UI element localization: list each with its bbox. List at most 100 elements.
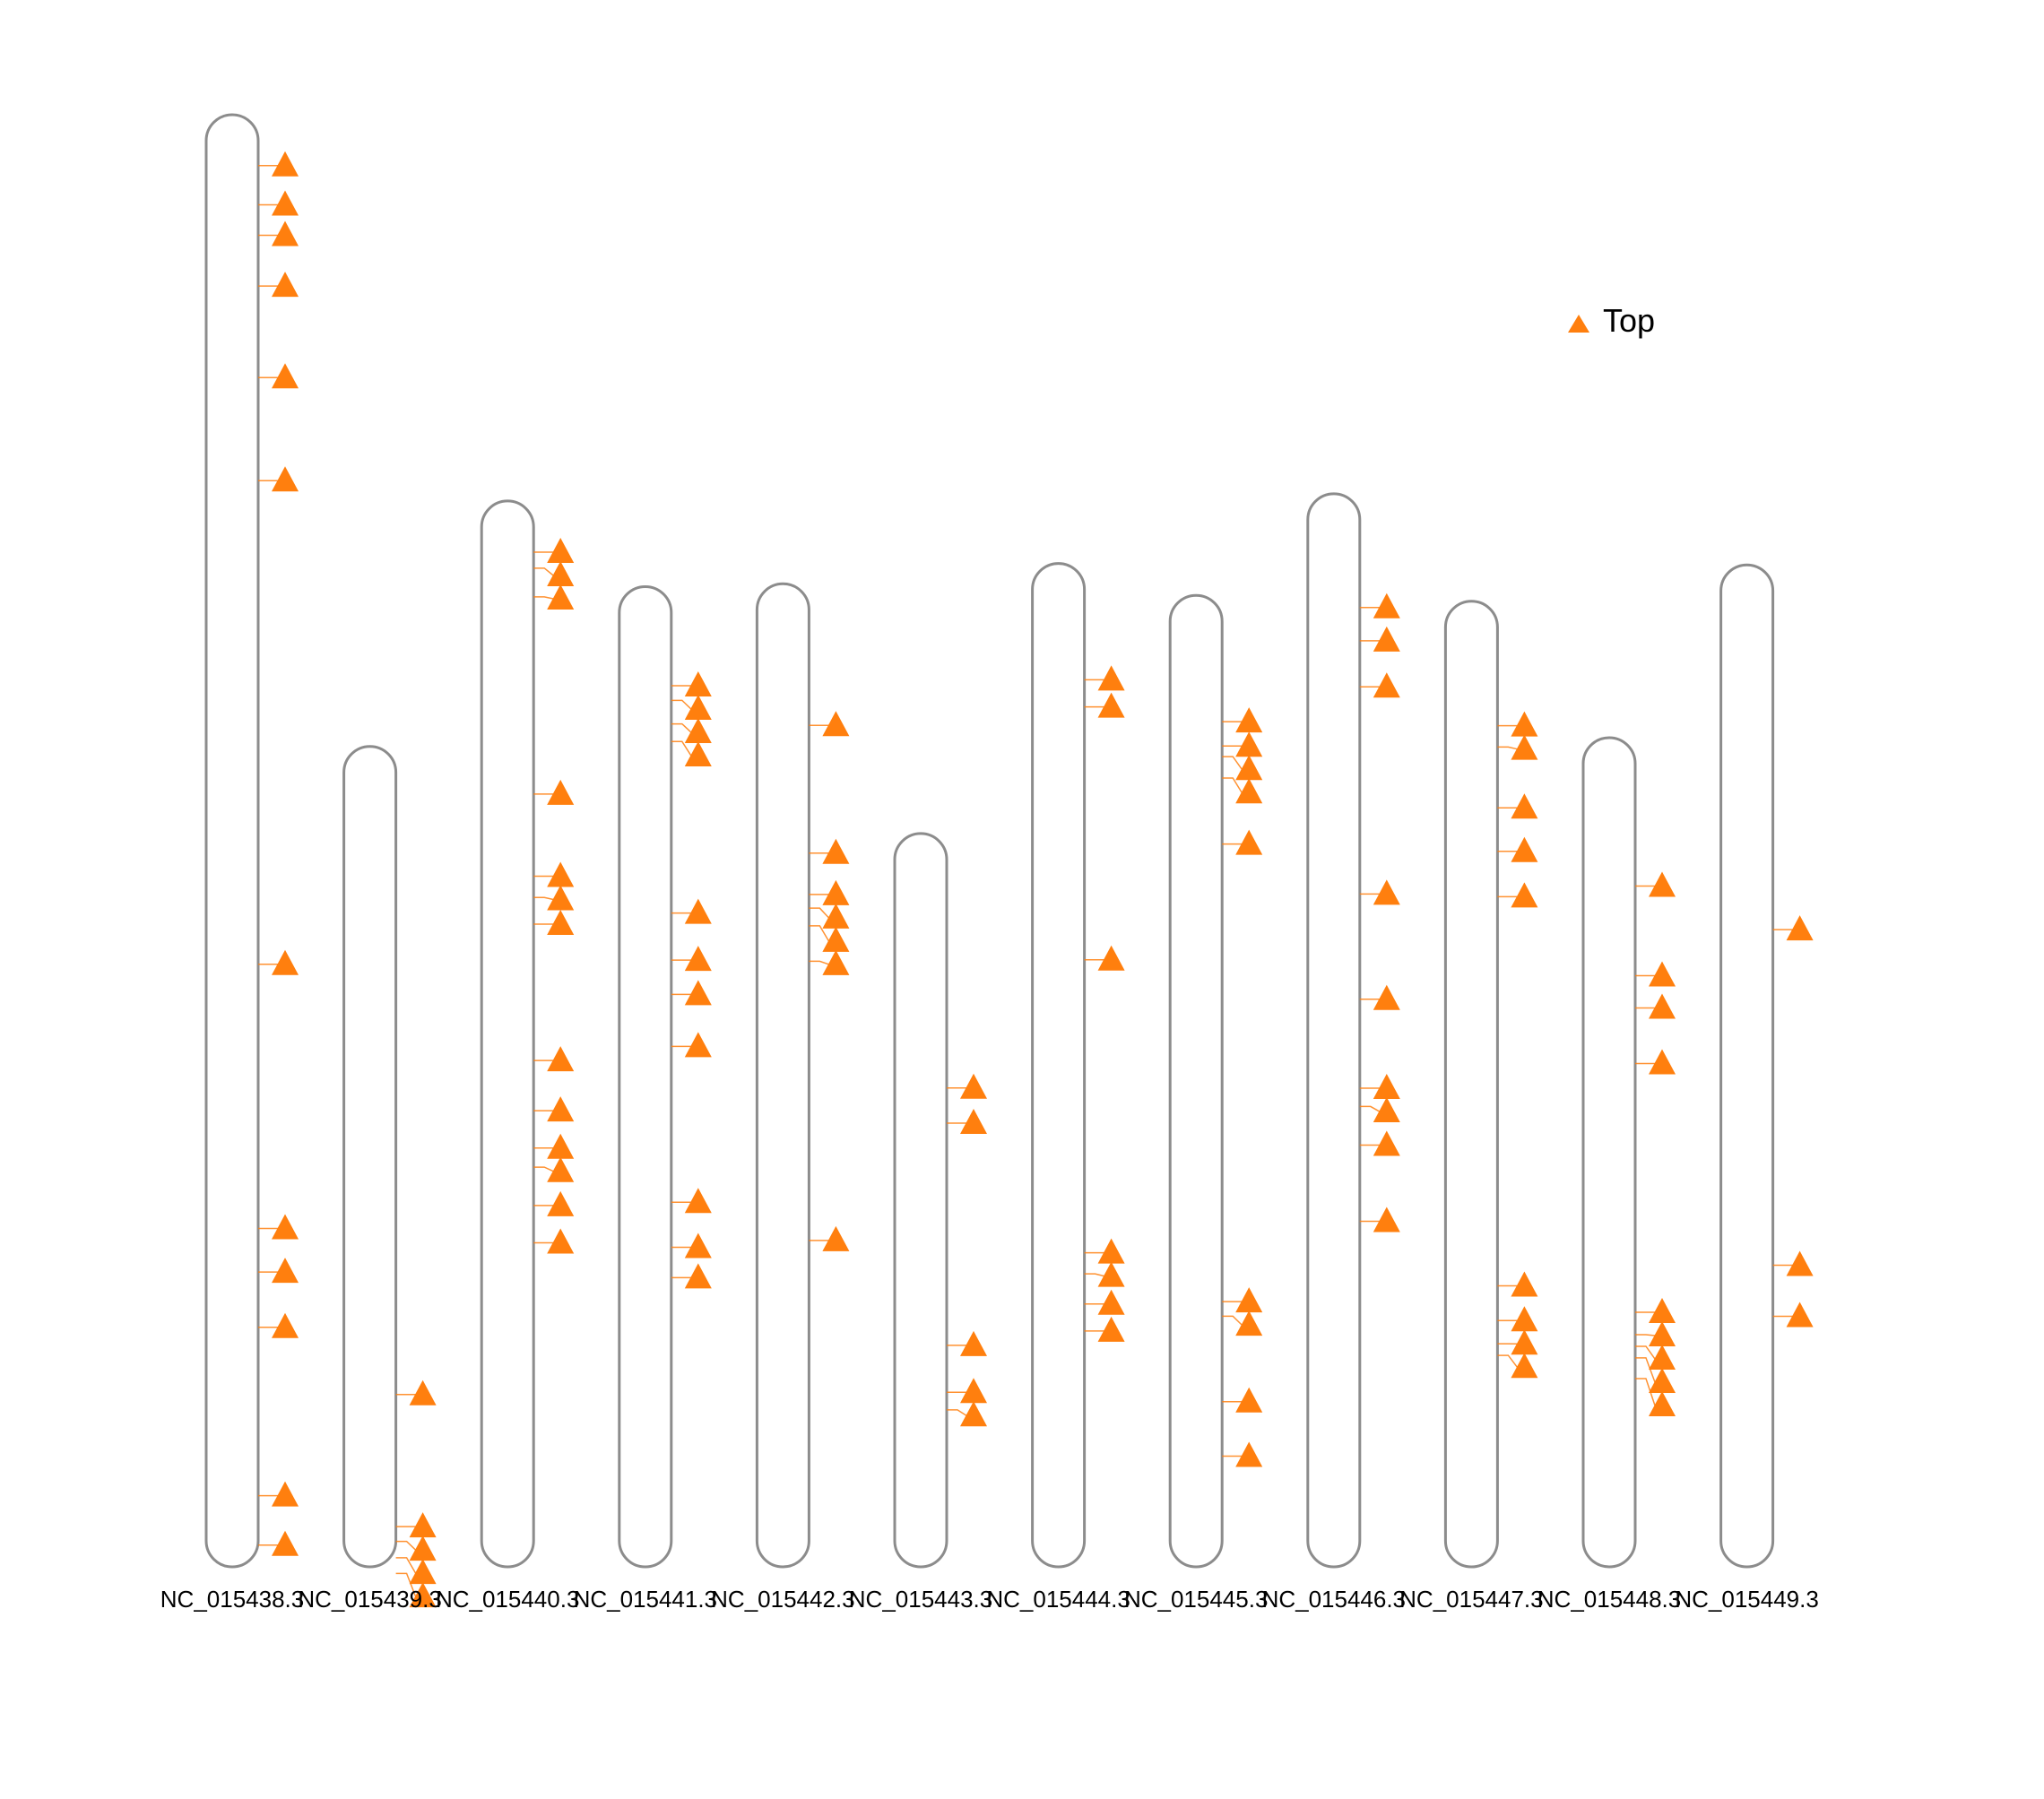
marker-triangle (1373, 984, 1400, 1010)
chromosome-NC_015438.3: NC_015438.3 (160, 113, 304, 1613)
chromosome-body (480, 499, 535, 1569)
marker-triangle (960, 1073, 987, 1099)
marker-triangle (684, 1188, 712, 1214)
marker-triangle (272, 1258, 299, 1284)
marker-link (1635, 1378, 1656, 1406)
chromosome-NC_015442.3: NC_015442.3 (711, 582, 855, 1613)
marker-link (1497, 746, 1518, 750)
marker-link (1635, 1334, 1656, 1336)
marker-link (809, 960, 829, 965)
marker-triangle (684, 946, 712, 972)
legend-triangle-icon (1568, 315, 1589, 333)
marker-triangle (547, 909, 575, 935)
marker-triangle (272, 1530, 299, 1556)
marker-triangle (960, 1330, 987, 1356)
marker-triangle (1511, 734, 1538, 760)
chromosome-body (1306, 492, 1362, 1569)
marker-link (1084, 1273, 1104, 1277)
marker-triangle (547, 779, 575, 805)
marker-triangle (684, 740, 712, 766)
marker-triangle (822, 1225, 850, 1251)
marker-triangle (1235, 1287, 1263, 1313)
marker-triangle (1649, 1391, 1676, 1417)
marker-triangle (822, 711, 850, 737)
marker-triangle (1235, 829, 1263, 855)
marker-triangle (409, 1582, 437, 1608)
chromosome-NC_015441.3: NC_015441.3 (574, 585, 717, 1613)
marker-triangle (684, 670, 712, 696)
marker-triangle (272, 221, 299, 246)
marker-link (395, 1540, 417, 1551)
marker-triangle (1097, 665, 1125, 691)
marker-triangle (1511, 1306, 1538, 1332)
marker-triangle (1235, 1310, 1263, 1336)
marker-triangle (1511, 836, 1538, 862)
marker-triangle (547, 1190, 575, 1216)
marker-triangle (1649, 993, 1676, 1019)
marker-triangle (272, 949, 299, 975)
marker-triangle (1373, 1130, 1400, 1156)
marker-triangle (272, 1214, 299, 1240)
marker-triangle (1097, 1261, 1125, 1287)
marker-triangle (1235, 1441, 1263, 1467)
chromosome-NC_015446.3: NC_015446.3 (1262, 492, 1406, 1613)
marker-triangle (547, 885, 575, 911)
chromosome-body (1443, 600, 1499, 1569)
marker-triangle (1511, 1271, 1538, 1297)
marker-triangle (1649, 871, 1676, 897)
chromosome-NC_015443.3: NC_015443.3 (849, 832, 992, 1613)
marker-triangle (684, 694, 712, 720)
chromosome-NC_015445.3: NC_015445.3 (1124, 593, 1268, 1613)
marker-triangle (822, 903, 850, 929)
marker-link (947, 1409, 967, 1416)
marker-triangle (272, 190, 299, 216)
marker-link (533, 1166, 554, 1172)
marker-triangle (1511, 793, 1538, 819)
marker-triangle (960, 1401, 987, 1427)
chromosome-NC_015449.3: NC_015449.3 (1675, 563, 1819, 1613)
marker-link (1635, 1345, 1656, 1360)
marker-link (395, 1557, 417, 1574)
chromosome-label: NC_015442.3 (711, 1586, 854, 1613)
marker-triangle (684, 717, 712, 743)
marker-link (395, 1572, 417, 1597)
chromosome-body (1581, 736, 1637, 1569)
marker-triangle (547, 560, 575, 586)
marker-link (1222, 1315, 1243, 1326)
marker-triangle (547, 1046, 575, 1072)
chromosome-label: NC_015446.3 (1262, 1586, 1406, 1613)
chromosome-body (755, 582, 810, 1569)
marker-link (809, 907, 829, 919)
marker-link (809, 925, 830, 942)
chromosome-label: NC_015441.3 (574, 1586, 717, 1613)
chromosome-NC_015439.3: NC_015439.3 (298, 745, 442, 1613)
marker-link (671, 740, 692, 757)
marker-triangle (1373, 1097, 1400, 1123)
chromosome-label: NC_015439.3 (298, 1586, 441, 1613)
chromosome-body (204, 113, 260, 1569)
marker-triangle (684, 1032, 712, 1058)
marker-link (533, 896, 554, 901)
marker-triangle (684, 898, 712, 924)
marker-triangle (1786, 1302, 1814, 1328)
marker-link (671, 699, 692, 710)
chromosome-NC_015448.3: NC_015448.3 (1537, 736, 1681, 1613)
marker-triangle (1511, 882, 1538, 908)
marker-triangle (1235, 707, 1263, 733)
chromosome-label: NC_015443.3 (849, 1586, 992, 1613)
chromosome-body (893, 832, 948, 1569)
marker-triangle (547, 1133, 575, 1159)
marker-triangle (1649, 1298, 1676, 1324)
marker-triangle (1786, 1250, 1814, 1276)
marker-triangle (272, 151, 299, 177)
marker-triangle (684, 1263, 712, 1289)
marker-triangle (409, 1380, 437, 1405)
marker-triangle (1373, 1074, 1400, 1100)
marker-triangle (1649, 1321, 1676, 1347)
marker-triangle (822, 949, 850, 975)
marker-triangle (822, 926, 850, 952)
marker-triangle (1373, 626, 1400, 652)
marker-triangle (409, 1512, 437, 1538)
chromosome-label: NC_015449.3 (1675, 1586, 1818, 1613)
marker-triangle (272, 272, 299, 298)
